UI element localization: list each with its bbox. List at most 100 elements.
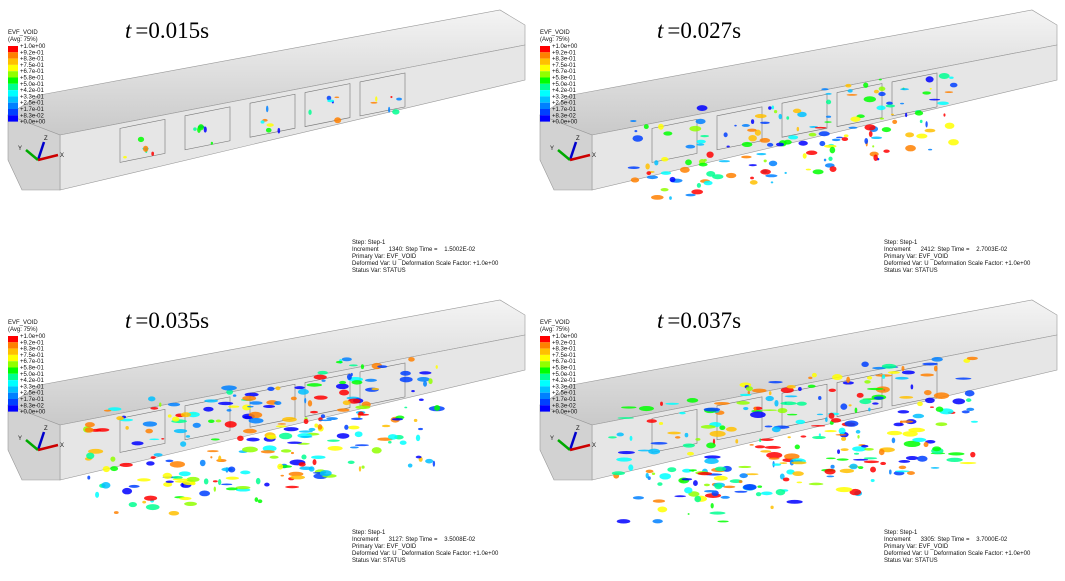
void-blob (772, 426, 781, 432)
void-blob (795, 445, 800, 450)
void-blob (966, 408, 974, 411)
status-line: Increment 1340: Step Time = 1.5002E-02 (352, 247, 476, 253)
void-blob (371, 388, 379, 390)
void-blob (760, 450, 771, 452)
void-blob (760, 169, 771, 174)
legend-tick: +2.5e-01 (20, 391, 45, 397)
void-blob (808, 385, 816, 388)
void-blob (755, 445, 765, 448)
legend-tick: +3.3e-01 (552, 384, 577, 390)
void-blob (856, 430, 861, 434)
colorbar-band (8, 103, 18, 109)
void-blob (193, 423, 201, 428)
legend-tick: +2.5e-01 (20, 101, 45, 107)
void-blob (263, 405, 275, 408)
void-blob (258, 499, 263, 503)
void-blob (276, 425, 287, 427)
void-blob (945, 91, 953, 93)
legend-tick: +4.2e-01 (20, 88, 45, 94)
void-blob (645, 163, 649, 169)
void-blob (760, 122, 770, 124)
panel: EVF_VOID(Avg: 75%)+1.0e+00+9.2e-01+8.3e-… (540, 300, 1057, 564)
void-blob (762, 409, 777, 411)
void-blob (970, 452, 975, 458)
void-blob (198, 124, 204, 130)
legend-tick: +5.8e-01 (552, 76, 577, 82)
void-blob (388, 107, 390, 113)
void-blob (291, 452, 294, 454)
void-blob (434, 405, 440, 411)
void-blob (337, 433, 350, 439)
void-blob (419, 371, 431, 374)
legend-tick: +4.2e-01 (552, 378, 577, 384)
legend-tick: +1.0e+00 (20, 44, 46, 50)
void-blob (934, 392, 949, 399)
void-blob (173, 478, 188, 480)
void-blob (663, 131, 672, 135)
void-blob (926, 76, 934, 82)
void-blob (922, 91, 931, 94)
void-blob (859, 399, 871, 404)
void-blob (123, 156, 127, 159)
void-blob (783, 478, 790, 482)
void-blob (812, 436, 826, 439)
void-blob (355, 406, 370, 410)
void-blob (738, 466, 751, 468)
void-blob (696, 140, 705, 144)
void-blob (766, 396, 774, 401)
void-blob (211, 438, 220, 440)
void-blob (669, 196, 672, 200)
void-blob (819, 141, 825, 146)
void-blob (717, 521, 728, 523)
colorbar-band (540, 96, 550, 102)
void-blob (314, 396, 328, 400)
legend-title: EVF_VOID (540, 320, 570, 326)
void-blob (871, 479, 875, 482)
colorbar-band (540, 336, 550, 342)
void-blob (935, 422, 947, 426)
void-blob (779, 114, 783, 119)
void-blob (778, 408, 788, 413)
void-blob (242, 447, 258, 453)
void-blob (628, 166, 640, 169)
void-blob (218, 402, 233, 405)
void-blob (696, 143, 704, 145)
void-blob (95, 492, 99, 498)
void-blob (639, 406, 654, 411)
void-blob (704, 458, 718, 464)
void-blob (765, 174, 777, 177)
axis-label: Z (576, 426, 580, 432)
legend-tick: +5.0e-01 (20, 82, 45, 88)
void-blob (400, 441, 407, 445)
void-blob (674, 495, 686, 497)
void-blob (150, 407, 158, 410)
void-blob (948, 139, 959, 145)
void-blob (788, 135, 798, 139)
void-blob (349, 364, 358, 366)
void-blob (658, 124, 664, 130)
void-blob (675, 436, 680, 438)
void-blob (154, 453, 163, 456)
void-blob (691, 189, 703, 194)
void-blob (617, 519, 631, 523)
void-blob (797, 127, 800, 131)
void-blob (759, 138, 770, 143)
void-blob (934, 365, 938, 371)
void-blob (348, 461, 355, 464)
void-blob (880, 118, 884, 120)
legend-tick: +1.0e+00 (552, 334, 578, 340)
void-blob (646, 470, 654, 473)
void-blob (903, 431, 918, 437)
void-blob (932, 446, 941, 451)
void-blob (895, 470, 910, 472)
void-blob (418, 428, 423, 430)
void-blob (806, 169, 811, 171)
void-blob (131, 441, 143, 445)
void-blob (647, 175, 658, 179)
void-blob (848, 127, 857, 129)
void-blob (965, 390, 975, 396)
void-blob (165, 460, 173, 463)
void-blob (854, 453, 859, 455)
void-blob (726, 427, 737, 432)
void-blob (853, 459, 868, 461)
